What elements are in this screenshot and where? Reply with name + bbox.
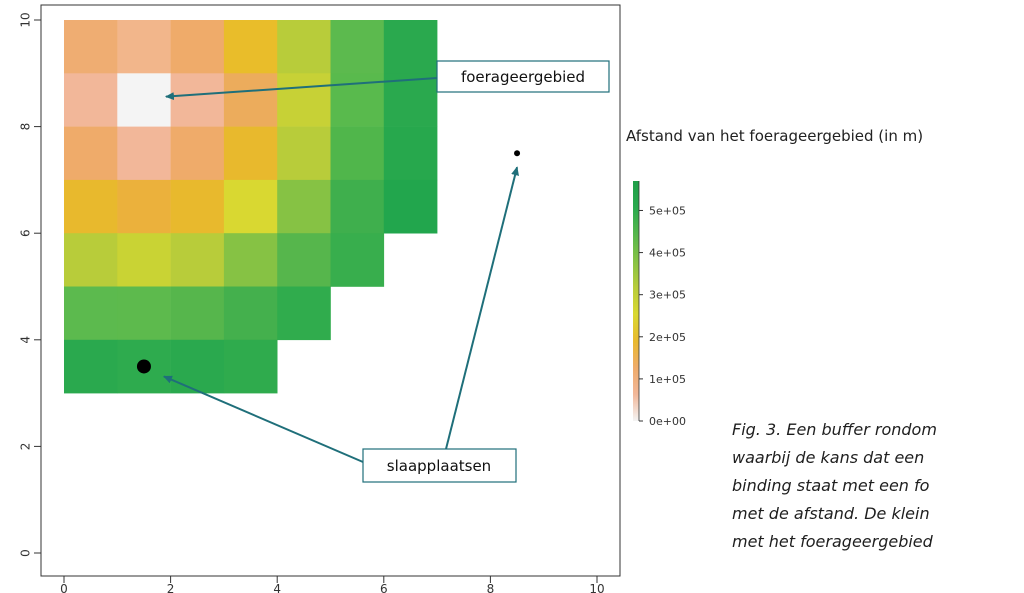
x-tick-label: 6 bbox=[380, 582, 388, 593]
y-tick-label: 10 bbox=[19, 12, 33, 27]
x-tick-label: 0 bbox=[60, 582, 68, 593]
heatmap-cell bbox=[330, 179, 385, 234]
heatmap-cell bbox=[277, 73, 331, 127]
axes: 0 2 4 6 8 10 0 2 4 6 8 10 bbox=[19, 4, 621, 593]
heatmap-cell bbox=[64, 233, 118, 287]
small-point bbox=[514, 150, 521, 157]
annotation-arrow bbox=[163, 375, 364, 463]
heatmap-cell bbox=[170, 233, 225, 287]
heatmap-cell bbox=[383, 73, 438, 127]
heatmap-cell bbox=[170, 126, 225, 181]
colorbar-tick-label: 3e+05 bbox=[649, 289, 686, 302]
annotation-label: slaapplaatsen bbox=[387, 457, 491, 475]
figure-caption: Fig. 3. Een buffer rondom waarbij de kan… bbox=[732, 416, 1024, 556]
heatmap-cell bbox=[64, 179, 118, 234]
annotation-label: foerageergebied bbox=[461, 68, 585, 86]
annotation-box bbox=[362, 448, 517, 483]
colorbar-gradient bbox=[633, 181, 639, 421]
heatmap-cell bbox=[223, 20, 278, 74]
annotation-arrows bbox=[163, 77, 519, 463]
caption-line: binding staat met een fo bbox=[732, 476, 930, 495]
heatmap-cell bbox=[277, 20, 331, 74]
heatmap-cell bbox=[64, 73, 118, 127]
heatmap-cell bbox=[170, 73, 225, 127]
heatmap-cell bbox=[64, 126, 118, 181]
caption-line: waarbij de kans dat een bbox=[732, 448, 925, 467]
heatmap-cells bbox=[64, 20, 438, 394]
heatmap-cell bbox=[117, 233, 171, 287]
heatmap-cell bbox=[223, 179, 278, 234]
heatmap-cell bbox=[383, 20, 438, 74]
heatmap-cell bbox=[170, 286, 225, 341]
heatmap-cell bbox=[117, 73, 171, 127]
heatmap-cell bbox=[117, 20, 171, 74]
x-tick-label: 8 bbox=[487, 582, 495, 593]
heatmap-cell bbox=[383, 126, 438, 181]
heatmap-cell bbox=[277, 233, 331, 287]
annotation-arrow bbox=[445, 166, 519, 450]
colorbar: 0e+00 1e+05 2e+05 3e+05 4e+05 5e+05 bbox=[633, 181, 686, 428]
colorbar-tick-label: 0e+00 bbox=[649, 415, 686, 428]
colorbar-tick-label: 1e+05 bbox=[649, 373, 686, 386]
x-tick-label: 10 bbox=[589, 582, 604, 593]
annotation-box bbox=[436, 60, 610, 93]
heatmap-cell bbox=[223, 339, 278, 394]
roost-point bbox=[136, 359, 151, 374]
colorbar-tick-label: 2e+05 bbox=[649, 331, 686, 344]
heatmap-cell bbox=[170, 179, 225, 234]
heatmap-cell bbox=[223, 286, 278, 341]
heatmap-cell bbox=[277, 286, 331, 341]
x-tick-label: 2 bbox=[167, 582, 175, 593]
heatmap-cell bbox=[223, 233, 278, 287]
x-tick-label: 4 bbox=[273, 582, 281, 593]
heatmap-cell bbox=[170, 339, 225, 394]
caption-line: Fig. 3. Een buffer rondom bbox=[732, 420, 937, 439]
heatmap-cell bbox=[277, 179, 331, 234]
heatmap-cell bbox=[277, 126, 331, 181]
colorbar-tick-label: 5e+05 bbox=[649, 204, 686, 217]
heatmap-cell bbox=[64, 339, 118, 394]
heatmap-cell bbox=[383, 179, 438, 234]
heatmap-cell bbox=[117, 286, 171, 341]
heatmap-cell bbox=[170, 20, 225, 74]
heatmap-cell bbox=[64, 286, 118, 341]
annotation-labels: foerageergebied slaapplaatsen bbox=[362, 60, 610, 483]
y-tick-label: 0 bbox=[19, 549, 33, 557]
y-tick-label: 2 bbox=[19, 443, 33, 451]
colorbar-tick-label: 4e+05 bbox=[649, 247, 686, 260]
data-points bbox=[136, 150, 521, 374]
colorbar-title: Afstand van het foerageergebied (in m) bbox=[626, 127, 924, 145]
y-tick-label: 4 bbox=[19, 336, 33, 344]
heatmap-cell bbox=[330, 126, 385, 181]
heatmap-cell bbox=[117, 179, 171, 234]
heatmap-cell bbox=[64, 20, 118, 74]
heatmap-cell bbox=[330, 20, 385, 74]
heatmap-cell bbox=[117, 126, 171, 181]
caption-line: met het foerageergebied bbox=[732, 532, 933, 551]
heatmap-cell bbox=[223, 73, 278, 127]
heatmap-cell bbox=[330, 233, 385, 287]
y-tick-label: 6 bbox=[19, 229, 33, 237]
y-tick-label: 8 bbox=[19, 123, 33, 131]
heatmap-cell bbox=[223, 126, 278, 181]
caption-line: met de afstand. De klein bbox=[732, 504, 930, 523]
annotation-arrow bbox=[164, 77, 438, 101]
